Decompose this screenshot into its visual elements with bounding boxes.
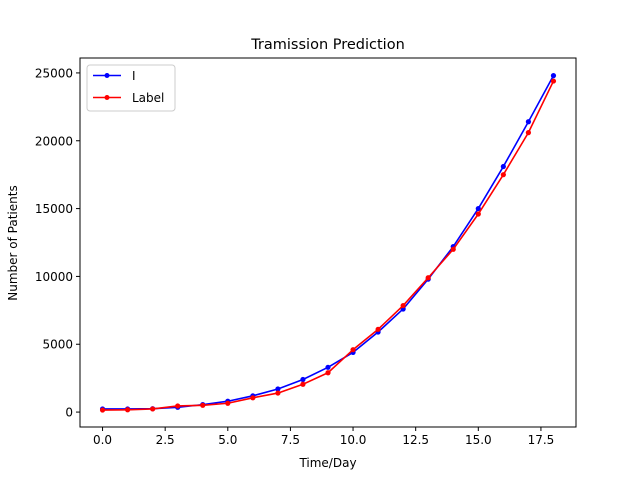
data-point-label: [200, 402, 206, 408]
data-point-label: [225, 400, 231, 406]
data-point-label: [325, 370, 331, 376]
data-point-label: [375, 326, 381, 332]
data-point-label: [500, 172, 506, 178]
legend-marker-label: [104, 95, 110, 100]
legend: I Label: [86, 64, 176, 112]
data-point-i: [500, 163, 506, 170]
y-tick-label: 20000: [35, 134, 73, 148]
x-tick-label: 7.5: [281, 433, 300, 447]
chart-title: Tramission Prediction: [250, 37, 405, 53]
x-tick-label: 2.5: [156, 433, 175, 447]
data-point-label: [450, 246, 456, 252]
series-layer: [99, 73, 557, 413]
data-point-label: [550, 78, 557, 84]
legend-label-i: I: [132, 69, 136, 83]
x-axis-label: Time/Day: [298, 456, 356, 470]
data-point-label: [175, 403, 181, 409]
y-tick-label: 15000: [35, 202, 73, 216]
data-point-label: [124, 407, 131, 413]
data-point-i: [550, 73, 557, 79]
data-point-i: [300, 376, 306, 383]
data-point-label: [475, 211, 481, 217]
data-point-label: [400, 302, 406, 309]
data-point-i: [325, 364, 331, 370]
data-point-i: [525, 119, 532, 125]
y-axis-label: Number of Patients: [6, 185, 20, 300]
data-point-label: [275, 390, 281, 396]
data-point-label: [150, 406, 156, 412]
data-point-label: [425, 275, 431, 281]
data-point-label: [525, 130, 532, 136]
plot-frame: [79, 57, 577, 428]
x-tick-label: 10.0: [340, 433, 367, 447]
x-tick-label: 15.0: [465, 433, 492, 447]
y-tick-label: 25000: [35, 66, 73, 80]
legend-marker-i: [104, 73, 110, 78]
legend-label-label: Label: [132, 91, 164, 105]
x-tick-label: 5.0: [218, 433, 237, 447]
y-axis-ticks: 0 5000 10000 15000 20000 25000: [35, 66, 80, 420]
y-tick-label: 0: [65, 406, 73, 420]
x-axis-ticks: 0.0 2.5 5.0 7.5 10.0 12.5 15.0 17.5: [93, 427, 554, 447]
x-tick-label: 0.0: [93, 433, 112, 447]
data-point-i: [275, 386, 281, 392]
y-tick-label: 10000: [35, 270, 73, 284]
data-point-label: [99, 407, 106, 413]
data-point-label: [300, 381, 306, 387]
data-point-i: [475, 205, 481, 212]
x-tick-label: 17.5: [528, 433, 555, 447]
x-tick-label: 12.5: [402, 433, 429, 447]
y-tick-label: 5000: [42, 338, 73, 352]
data-point-label: [350, 347, 356, 353]
data-point-label: [250, 395, 256, 401]
